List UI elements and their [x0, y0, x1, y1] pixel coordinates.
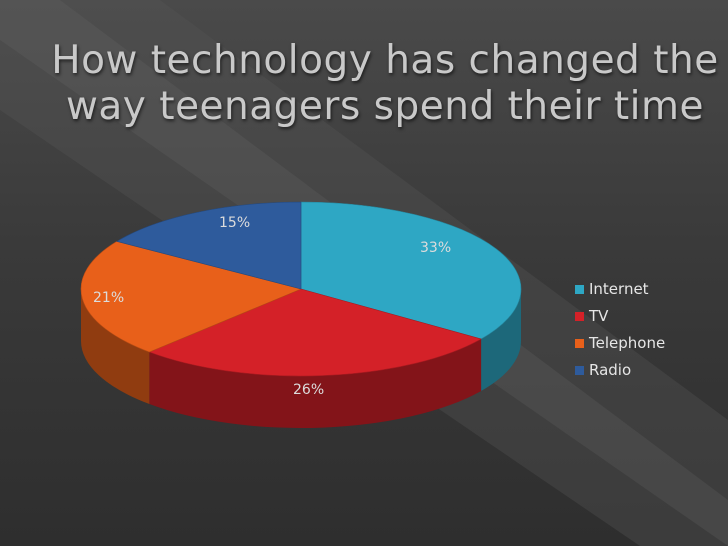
data-label-radio: 15% [219, 215, 250, 231]
legend-label-telephone: Telephone [588, 334, 665, 352]
legend-swatch-radio [575, 366, 584, 375]
legend: Internet TV Telephone Radio [575, 280, 665, 379]
title-line-2: way teenagers spend their time [66, 84, 704, 129]
legend-label-internet: Internet [589, 280, 649, 298]
pie-side-tv [149, 338, 482, 428]
pie-slice-radio [116, 201, 302, 290]
data-label-internet: 33% [420, 240, 451, 256]
pie-side-internet [481, 289, 521, 391]
pie-slice-internet [300, 201, 522, 340]
data-label-tv: 26% [293, 382, 324, 398]
pie-slice-telephone [80, 241, 302, 353]
legend-label-tv: TV [588, 307, 609, 325]
legend-swatch-internet [575, 285, 584, 294]
slide-title: How technology has changed the way teena… [40, 38, 728, 130]
pie-side-telephone [81, 289, 150, 405]
title-line-1: How technology has changed the [51, 38, 719, 83]
pie-slice-tv [148, 288, 482, 377]
legend-swatch-telephone [575, 339, 584, 348]
pie-top [80, 201, 522, 377]
pie-side-walls [81, 289, 521, 428]
legend-swatch-tv [575, 312, 584, 321]
legend-label-radio: Radio [589, 361, 631, 379]
data-label-telephone: 21% [93, 290, 124, 306]
